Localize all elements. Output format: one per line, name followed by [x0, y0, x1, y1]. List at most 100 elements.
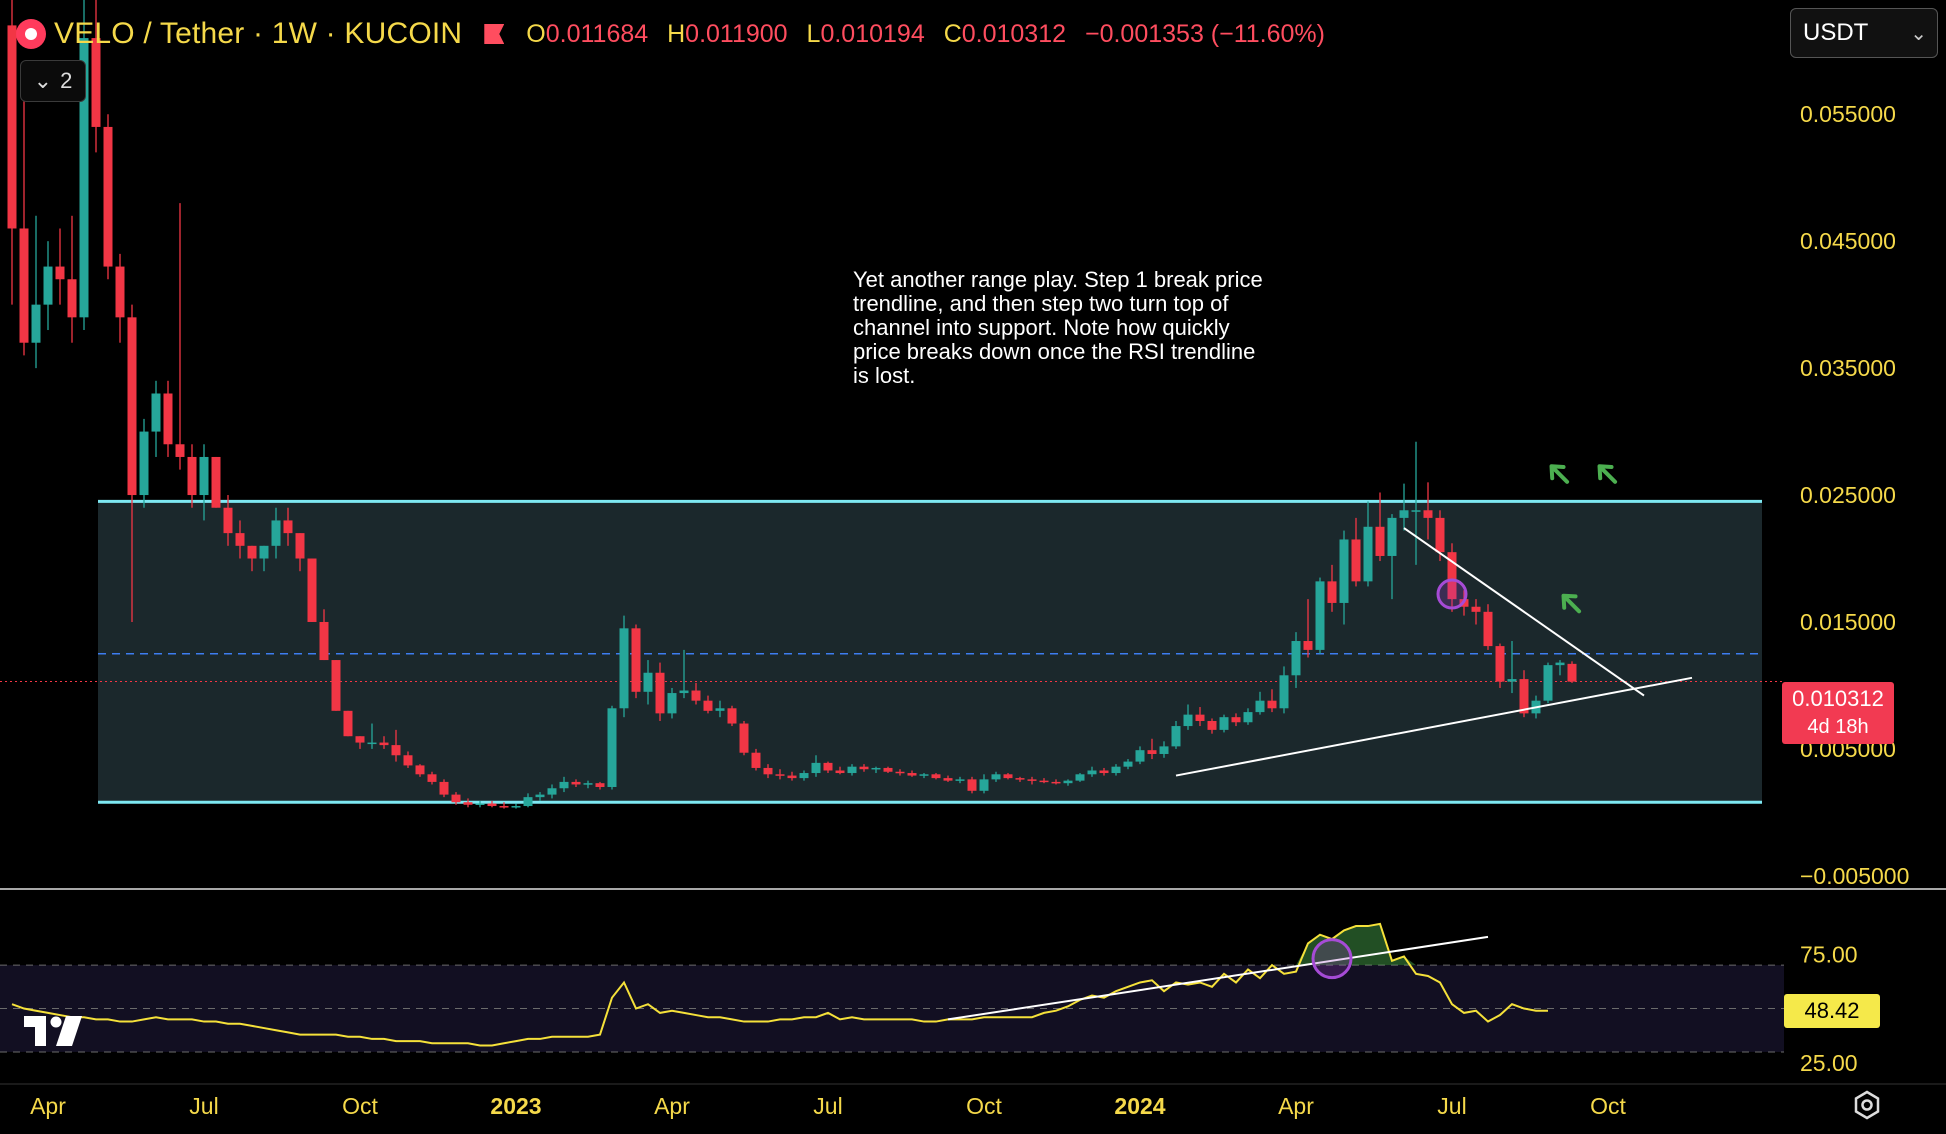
- candle: [955, 776, 965, 784]
- candle: [427, 771, 437, 785]
- candle-body: [163, 393, 173, 445]
- candle-body: [1291, 641, 1301, 676]
- candle-body: [1519, 679, 1529, 714]
- candle: [235, 520, 245, 559]
- tradingview-logo-icon[interactable]: [24, 1016, 90, 1046]
- price-pane[interactable]: [0, 0, 1784, 809]
- candle-body: [1303, 641, 1313, 650]
- candle: [595, 781, 605, 790]
- settings-gear-icon[interactable]: [1852, 1090, 1882, 1120]
- candle: [1267, 689, 1277, 713]
- candle: [703, 695, 713, 714]
- candle-body: [319, 621, 329, 661]
- candle-body: [823, 762, 833, 771]
- candle: [1111, 764, 1121, 776]
- candle: [727, 705, 737, 727]
- candle: [151, 380, 161, 457]
- candle-body: [403, 755, 413, 766]
- candle-body: [223, 507, 233, 534]
- time-axis-label: 2024: [1114, 1093, 1165, 1119]
- candle-body: [1003, 774, 1013, 779]
- candle: [1099, 767, 1109, 776]
- candle: [787, 771, 797, 781]
- candle-body: [907, 773, 917, 776]
- flag-icon[interactable]: [484, 24, 505, 44]
- candle-body: [79, 38, 89, 318]
- candle-body: [1255, 700, 1265, 713]
- candle: [1471, 599, 1481, 625]
- bar-countdown-label: 4d 18h: [1807, 716, 1869, 738]
- candle: [667, 687, 677, 719]
- candle-body: [1543, 665, 1553, 701]
- candle: [1051, 779, 1061, 785]
- candle: [1555, 660, 1565, 676]
- candle-body: [211, 456, 221, 508]
- indicator-count: 2: [60, 68, 73, 93]
- candle-body: [991, 774, 1001, 780]
- candle-body: [1159, 746, 1169, 754]
- symbol-title[interactable]: VELO / Tether · 1W · KUCOIN: [54, 17, 463, 50]
- candle: [895, 769, 905, 776]
- close-label: C: [943, 19, 962, 48]
- candle-body: [1231, 717, 1241, 723]
- price-axis-label: 0.045000: [1800, 228, 1896, 254]
- candle: [1279, 666, 1289, 714]
- candle: [823, 761, 833, 774]
- candle-body: [139, 431, 149, 496]
- rsi-pane[interactable]: 75.00 25.00: [0, 888, 1946, 1076]
- low-label: L: [806, 19, 821, 48]
- candle-body: [559, 781, 569, 789]
- indicators-collapse-button[interactable]: ⌄ 2: [20, 60, 86, 102]
- up-arrow-icon: [1561, 593, 1582, 614]
- breakdown-circle: [1436, 578, 1468, 610]
- candle-body: [919, 774, 929, 776]
- candle: [127, 304, 137, 622]
- currency-select[interactable]: USDT ⌄: [1790, 8, 1938, 58]
- candle-body: [859, 766, 869, 770]
- candle-body: [811, 762, 821, 774]
- annotation-note[interactable]: Yet another range play. Step 1 break pri…: [853, 267, 1263, 388]
- candle: [691, 682, 701, 705]
- candle-body: [1087, 770, 1097, 775]
- candle-body: [1495, 646, 1505, 682]
- candle-body: [1387, 517, 1397, 556]
- candle-body: [7, 25, 17, 229]
- rising-trendline: [1175, 676, 1693, 777]
- candle-body: [1327, 581, 1337, 603]
- time-axis[interactable]: Apr Jul Oct 2023 Apr Jul Oct 2024 Apr Jul Oct: [0, 1083, 1946, 1119]
- candle: [247, 545, 257, 572]
- time-axis-label: Apr: [30, 1093, 66, 1119]
- price-axis-label: −0.005000: [1800, 863, 1909, 889]
- rsi-breakdown-circle: [1311, 938, 1353, 980]
- candle: [451, 792, 461, 805]
- open-value: 0.011684: [545, 19, 649, 48]
- rsi-axis-label: 75.00: [1800, 941, 1858, 967]
- rsi-line: [11, 922, 1548, 1047]
- candle: [79, 0, 89, 331]
- candle-body: [1423, 510, 1433, 518]
- candle-body: [1555, 662, 1565, 666]
- candle-body: [775, 774, 785, 776]
- candle: [115, 253, 125, 343]
- candle: [871, 766, 881, 774]
- candle-body: [151, 393, 161, 432]
- candle-body: [1267, 700, 1277, 709]
- candle: [739, 720, 749, 756]
- up-arrow-icon: [1597, 464, 1618, 484]
- candle: [439, 779, 449, 798]
- candle: [463, 798, 473, 808]
- candle: [475, 800, 485, 808]
- time-axis-label: Apr: [654, 1093, 690, 1119]
- candle-body: [751, 752, 761, 768]
- candle: [1483, 604, 1493, 650]
- price-axis-label: 0.055000: [1800, 101, 1896, 127]
- high-value: 0.011900: [685, 19, 788, 48]
- candle-body: [235, 533, 245, 546]
- current-price-label: 0.010312: [1792, 686, 1884, 711]
- chevron-down-icon: ⌄: [1910, 23, 1927, 45]
- low-value: 0.010194: [820, 19, 925, 48]
- price-axis[interactable]: 0.055000 0.045000 0.035000 0.025000 0.015000…: [1800, 101, 1909, 889]
- time-axis-label: Jul: [1437, 1093, 1466, 1119]
- candle-body: [1315, 581, 1325, 650]
